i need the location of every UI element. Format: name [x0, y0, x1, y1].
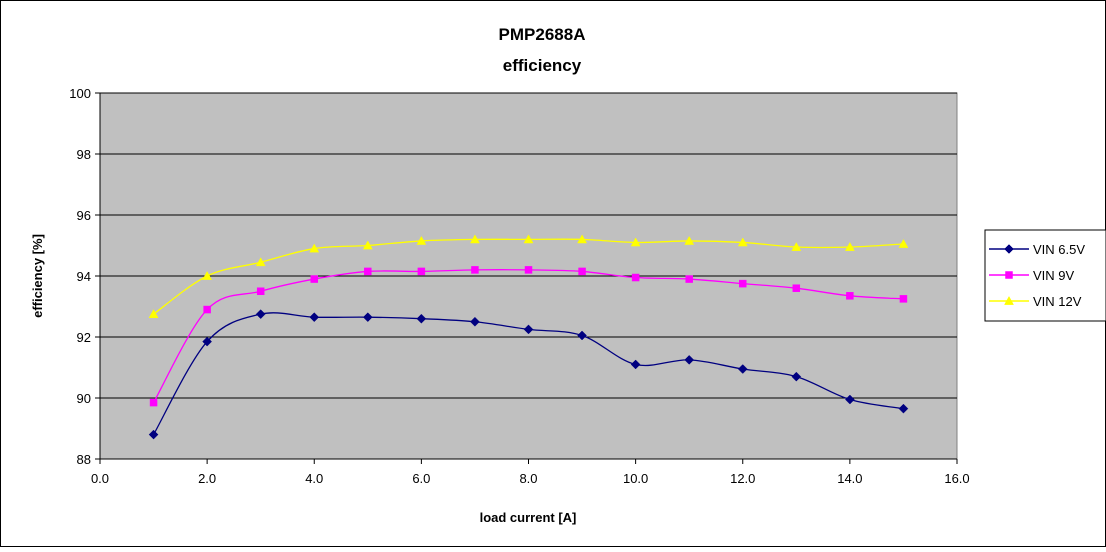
data-point: [792, 284, 801, 292]
data-point: [684, 235, 695, 245]
gridlines: [100, 92, 957, 399]
y-tick-label: 98: [77, 147, 91, 162]
data-point: [148, 309, 159, 318]
x-tick-label: 14.0: [837, 471, 862, 486]
data-point: [577, 330, 587, 341]
data-point: [362, 312, 373, 323]
legend-label: VIN 9V: [1033, 268, 1075, 283]
x-tick-label: 2.0: [198, 471, 216, 486]
data-point: [899, 295, 908, 303]
legend-label: VIN 6.5V: [1033, 242, 1085, 257]
x-tick-label: 16.0: [944, 471, 969, 486]
y-tick-label: 88: [77, 452, 91, 467]
data-point: [310, 275, 318, 283]
data-point: [845, 394, 855, 405]
data-point: [364, 267, 372, 276]
y-tick-label: 96: [77, 208, 91, 223]
data-point: [523, 324, 534, 335]
x-tick-label: 0.0: [91, 471, 109, 486]
data-point: [417, 267, 426, 276]
y-tick-label: 94: [77, 269, 91, 284]
data-point: [577, 234, 587, 244]
x-axis-title: load current [A]: [480, 510, 577, 525]
chart-title: PMP2688A: [499, 25, 586, 44]
x-tick-label: 4.0: [305, 471, 323, 486]
data-point: [898, 403, 909, 414]
data-point: [685, 275, 693, 283]
legend-item: VIN 9V: [989, 268, 1075, 283]
data-point: [362, 240, 373, 250]
data-point: [309, 312, 320, 323]
data-point: [684, 355, 695, 365]
data-point: [898, 238, 909, 248]
x-tick-label: 10.0: [623, 471, 648, 486]
data-point: [309, 243, 320, 253]
data-point: [739, 279, 747, 288]
data-point: [844, 242, 855, 251]
data-point: [471, 266, 479, 274]
data-point: [203, 305, 211, 314]
legend-marker: [1004, 244, 1014, 254]
data-point: [416, 313, 427, 324]
series-vin-9v: [149, 266, 908, 407]
data-point: [416, 235, 427, 245]
data-point: [631, 273, 640, 282]
data-point: [255, 309, 266, 319]
data-point: [255, 257, 266, 267]
data-point: [846, 292, 854, 300]
data-point: [202, 336, 212, 347]
data-point: [630, 237, 641, 247]
chart-subtitle: efficiency: [503, 56, 582, 75]
data-point: [737, 237, 748, 247]
data-point: [630, 359, 641, 370]
data-point: [470, 234, 480, 244]
legend-label: VIN 12V: [1033, 294, 1082, 309]
legend-marker: [1004, 295, 1014, 305]
data-point: [791, 371, 802, 382]
data-point: [523, 234, 534, 244]
axes: [95, 92, 958, 464]
y-tick-label: 92: [77, 330, 91, 345]
data-point: [791, 242, 802, 251]
x-tick-label: 12.0: [730, 471, 755, 486]
x-tick-label: 6.0: [412, 471, 430, 486]
data-point: [202, 270, 213, 280]
y-tick-labels: 88 90 92 94 96 98 100: [69, 86, 91, 467]
y-tick-label: 90: [77, 391, 91, 406]
x-tick-label: 8.0: [519, 471, 537, 486]
legend: VIN 6.5V VIN 9V VIN 12V: [984, 229, 1106, 322]
series-lines: [148, 234, 909, 440]
series-vin-6-5v: [148, 309, 909, 440]
data-point: [256, 287, 265, 295]
data-point: [524, 266, 533, 274]
x-tick-labels: 0.0 2.0 4.0 6.0 8.0 10.0 12.0 14.0 16.0: [91, 471, 970, 486]
legend-item: VIN 6.5V: [989, 242, 1085, 257]
legend-item: VIN 12V: [989, 294, 1082, 309]
legend-marker: [1005, 271, 1013, 279]
y-tick-label: 100: [69, 86, 91, 101]
series-vin-12v: [148, 234, 909, 318]
data-point: [149, 398, 158, 407]
data-point: [737, 364, 748, 374]
data-point: [578, 267, 586, 276]
data-point: [148, 429, 159, 440]
data-point: [470, 316, 480, 327]
y-axis-title: efficiency [%]: [30, 234, 45, 318]
